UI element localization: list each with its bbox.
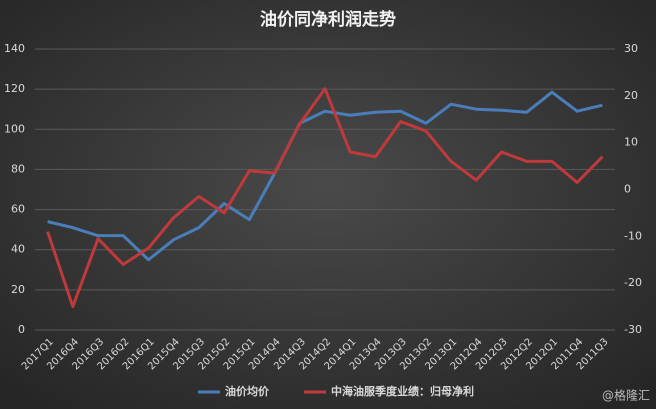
y2-tick-label: 10 — [624, 136, 638, 149]
chart-title: 油价同净利润走势 — [260, 9, 396, 30]
y2-tick-label: -20 — [624, 276, 642, 289]
legend-label: 油价均价 — [225, 384, 270, 398]
y-tick-label: 100 — [4, 122, 25, 135]
y-tick-label: 80 — [11, 162, 25, 175]
y-tick-label: 0 — [18, 323, 25, 336]
line-series — [46, 87, 604, 309]
y-tick-label: 40 — [11, 243, 25, 256]
y2-tick-label: 30 — [624, 42, 638, 55]
y2-tick-label: 0 — [624, 183, 631, 196]
y2-tick-label: -30 — [624, 323, 642, 336]
y-tick-label: 140 — [4, 42, 25, 55]
legend-label: 中海油服季度业绩：归母净利 — [331, 384, 474, 398]
y2-tick-label: -10 — [624, 229, 642, 242]
y-tick-label: 60 — [11, 203, 25, 216]
y2-tick-label: 20 — [624, 89, 638, 102]
y-tick-label: 20 — [11, 283, 25, 296]
watermark: @格隆汇 — [602, 388, 650, 403]
y-tick-label: 120 — [4, 82, 25, 95]
